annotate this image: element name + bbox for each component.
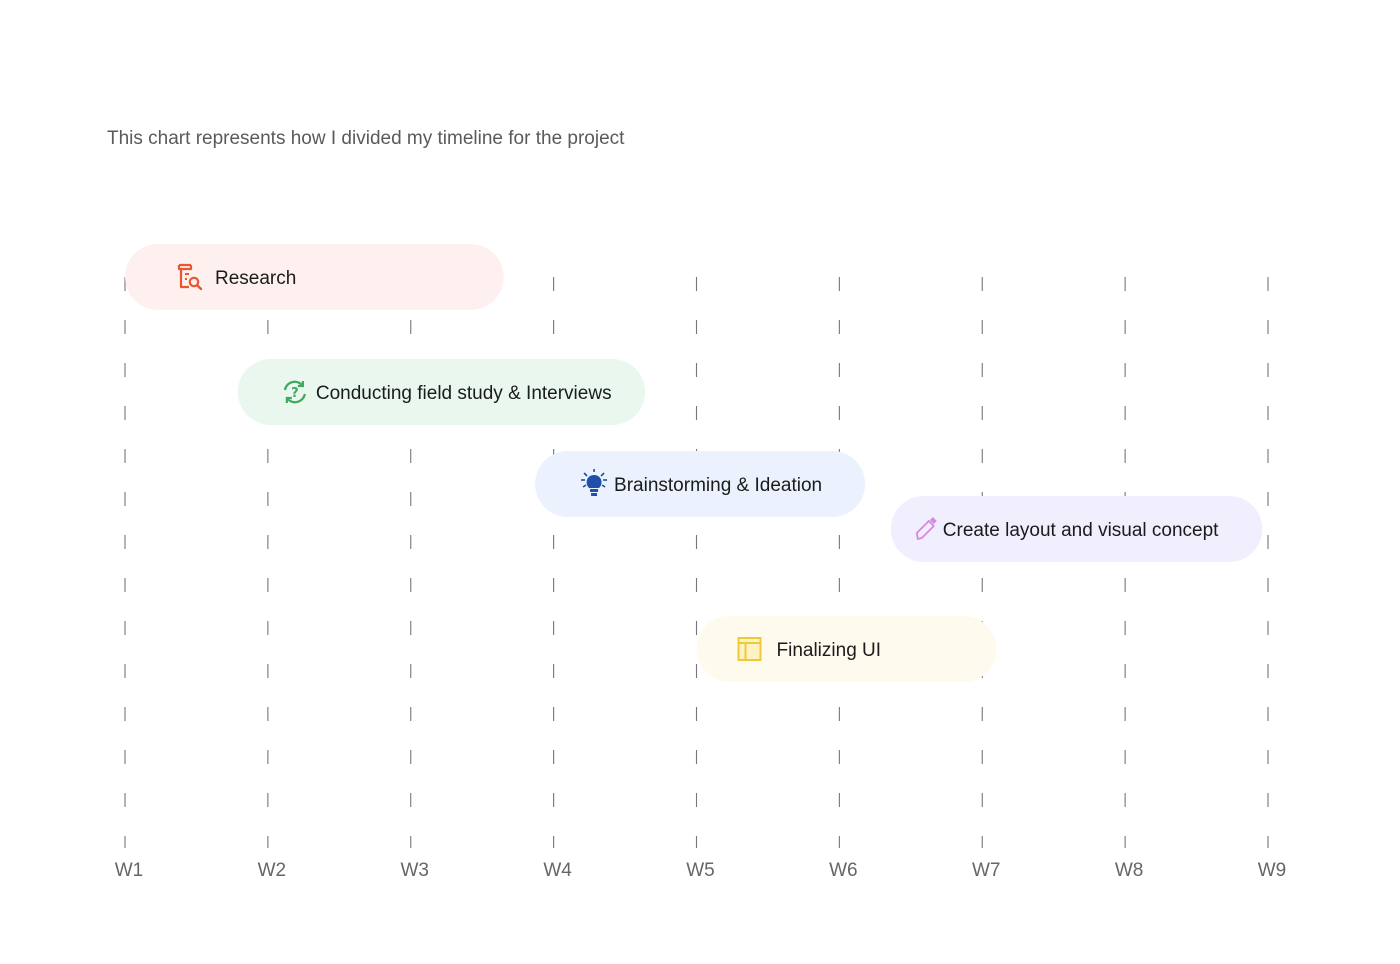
x-tick-label: W8 [1115, 860, 1144, 881]
task-bar-background [535, 451, 866, 517]
x-tick-label: W7 [972, 860, 1001, 881]
tick-labels-layer: W1 W2 W3 W4 W5 W6 W7 W8 W9 [115, 860, 1287, 881]
lightbulb-icon [581, 469, 608, 496]
x-tick-label: W9 [1258, 860, 1287, 881]
task-bar-4: Create layout and visual concept [890, 496, 1263, 562]
x-tick-label: W6 [829, 860, 858, 881]
task-bar-background [237, 359, 646, 425]
refresh-question-icon: ? [283, 380, 306, 404]
task-bar-background [890, 496, 1263, 562]
task-label: Create layout and visual concept [943, 520, 1219, 541]
x-tick-label: W3 [401, 860, 430, 881]
x-tick-label: W1 [115, 860, 144, 881]
x-tick-label: W5 [686, 860, 715, 881]
x-tick-label: W2 [258, 860, 287, 881]
task-label: Research [215, 268, 296, 289]
task-label: Conducting field study & Interviews [316, 383, 612, 404]
x-tick-label: W4 [543, 860, 572, 881]
chart-caption: This chart represents how I divided my t… [107, 128, 625, 149]
task-bar-background [696, 616, 997, 682]
task-bar-background [125, 244, 504, 310]
task-label: Finalizing UI [777, 640, 882, 661]
task-bar-1: Research [125, 244, 504, 310]
research-document-search-icon [177, 263, 203, 291]
task-label: Brainstorming & Ideation [614, 475, 822, 496]
task-bar-3: Brainstorming & Ideation [535, 451, 866, 517]
task-bar-2: ? Conducting field study & Interviews [237, 359, 646, 425]
task-bar-5: Finalizing UI [696, 616, 997, 682]
svg-text:?: ? [291, 386, 299, 401]
layout-panel-icon [737, 637, 762, 661]
pen-icon [915, 517, 937, 540]
bars-layer: Research? Conducting field study & Interv… [125, 244, 1263, 682]
